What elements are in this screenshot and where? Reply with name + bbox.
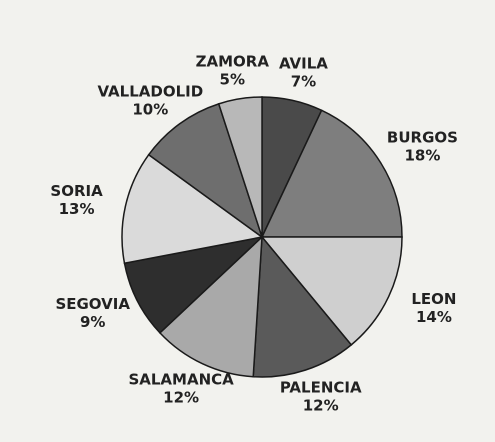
slice-label: SALAMANCA: [128, 371, 234, 389]
slice-label: SORIA: [50, 182, 103, 200]
pie-slice: [147, 102, 264, 239]
slice-label: AVILA: [279, 55, 328, 73]
slice-value-label: 7%: [291, 73, 316, 91]
slice-value-label: 18%: [404, 146, 440, 164]
slice-value-label: 12%: [303, 396, 339, 414]
slice-value-label: 9%: [80, 313, 105, 331]
pie-slice: [121, 153, 264, 265]
pie-slice: [260, 236, 403, 346]
pie-slice: [158, 235, 263, 378]
slice-value-label: 10%: [132, 101, 168, 119]
slice-value-label: 12%: [163, 389, 199, 407]
slice-value-label: 5%: [220, 71, 245, 89]
slice-label: PALENCIA: [280, 378, 362, 396]
slice-value-label: 13%: [59, 200, 95, 218]
slice-label: LEON: [411, 290, 456, 308]
pie-slice: [217, 96, 263, 238]
pie-slice: [123, 235, 265, 334]
pie-slice: [260, 109, 403, 238]
slice-value-label: 14%: [416, 308, 452, 326]
slice-label: ZAMORA: [196, 53, 270, 71]
slice-label: VALLADOLID: [97, 83, 203, 101]
pie-slice: [252, 235, 353, 378]
slice-label: BURGOS: [387, 128, 458, 146]
slice-label: SEGOVIA: [55, 295, 130, 313]
